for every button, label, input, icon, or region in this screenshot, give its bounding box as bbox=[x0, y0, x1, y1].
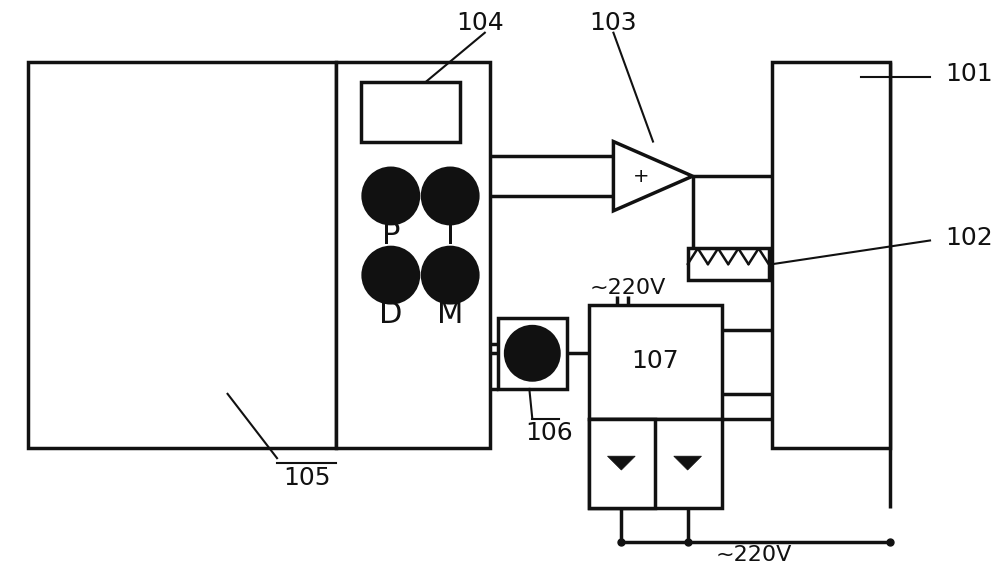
Text: ~220V: ~220V bbox=[716, 545, 792, 565]
Circle shape bbox=[363, 168, 419, 224]
Text: 107: 107 bbox=[631, 349, 679, 373]
Text: ~220V: ~220V bbox=[590, 278, 666, 298]
FancyBboxPatch shape bbox=[589, 419, 722, 507]
FancyBboxPatch shape bbox=[589, 419, 655, 507]
Text: +: + bbox=[633, 166, 649, 186]
Text: 103: 103 bbox=[590, 11, 637, 35]
Text: 101: 101 bbox=[945, 62, 993, 86]
Text: 105: 105 bbox=[283, 466, 330, 490]
FancyBboxPatch shape bbox=[772, 62, 890, 448]
FancyBboxPatch shape bbox=[336, 62, 490, 448]
Text: P: P bbox=[382, 221, 400, 250]
Polygon shape bbox=[607, 456, 635, 470]
FancyBboxPatch shape bbox=[688, 248, 769, 280]
Circle shape bbox=[422, 168, 478, 224]
Text: 102: 102 bbox=[945, 225, 993, 249]
Text: 106: 106 bbox=[525, 422, 573, 446]
FancyBboxPatch shape bbox=[361, 82, 460, 141]
Text: I: I bbox=[446, 221, 455, 250]
Circle shape bbox=[422, 248, 478, 303]
Circle shape bbox=[363, 248, 419, 303]
Text: D: D bbox=[379, 300, 403, 329]
Circle shape bbox=[506, 327, 559, 380]
Polygon shape bbox=[674, 456, 701, 470]
FancyBboxPatch shape bbox=[28, 62, 336, 448]
FancyBboxPatch shape bbox=[589, 305, 722, 419]
Text: M: M bbox=[437, 300, 463, 329]
FancyBboxPatch shape bbox=[498, 317, 567, 389]
Text: 104: 104 bbox=[456, 11, 504, 35]
